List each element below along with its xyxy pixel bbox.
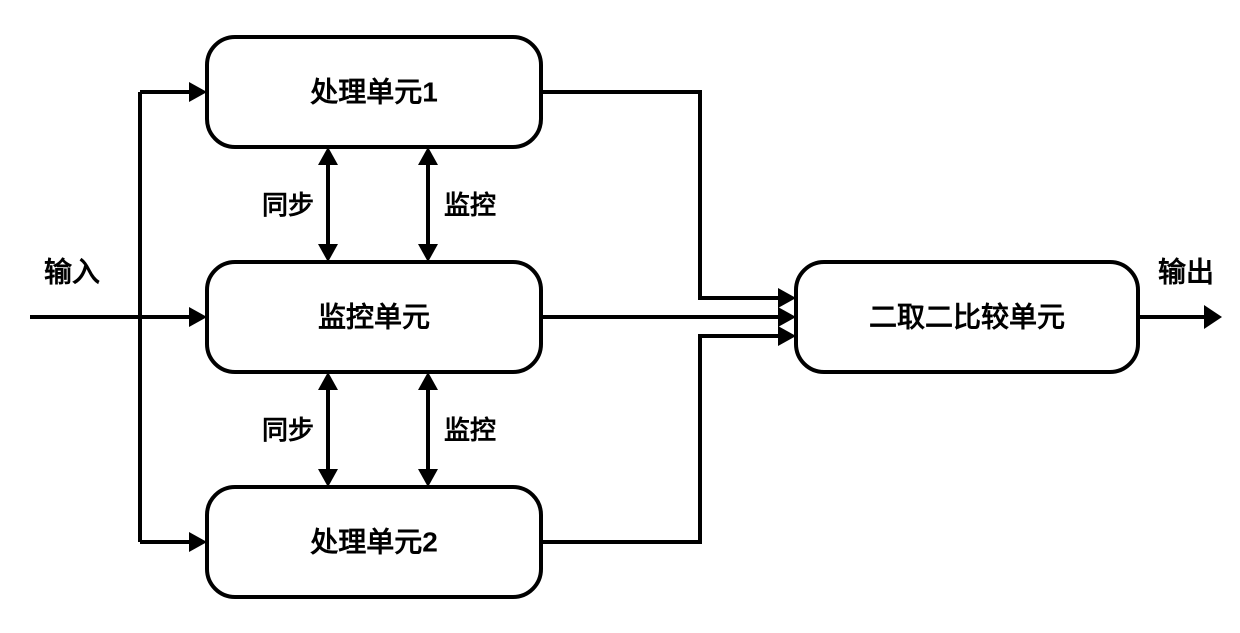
edge-label-mon_bottom: 监控 xyxy=(444,415,496,445)
node-proc1: 处理单元1 xyxy=(207,37,541,147)
merge-to-compare xyxy=(541,92,796,542)
input-label: 输入 xyxy=(44,256,100,288)
node-monitor: 监控单元 xyxy=(207,262,541,372)
node-proc2: 处理单元2 xyxy=(207,487,541,597)
edge-label-mon_top: 监控 xyxy=(444,190,496,220)
node-compare: 二取二比较单元 xyxy=(796,262,1138,372)
node-compare-label: 二取二比较单元 xyxy=(869,301,1065,333)
input-fanout xyxy=(30,82,207,552)
bidir-arrow xyxy=(418,147,438,262)
bidir-arrow xyxy=(418,372,438,487)
node-monitor-label: 监控单元 xyxy=(318,302,430,333)
edge-label-sync_top: 同步 xyxy=(262,190,314,220)
edge-label-sync_bottom: 同步 xyxy=(262,415,314,445)
output-arrow xyxy=(1138,305,1222,329)
output-label: 输出 xyxy=(1158,256,1214,288)
bidir-arrow xyxy=(318,372,338,487)
node-proc1-label: 处理单元1 xyxy=(309,77,438,108)
node-proc2-label: 处理单元2 xyxy=(309,527,438,558)
bidir-arrow xyxy=(318,147,338,262)
